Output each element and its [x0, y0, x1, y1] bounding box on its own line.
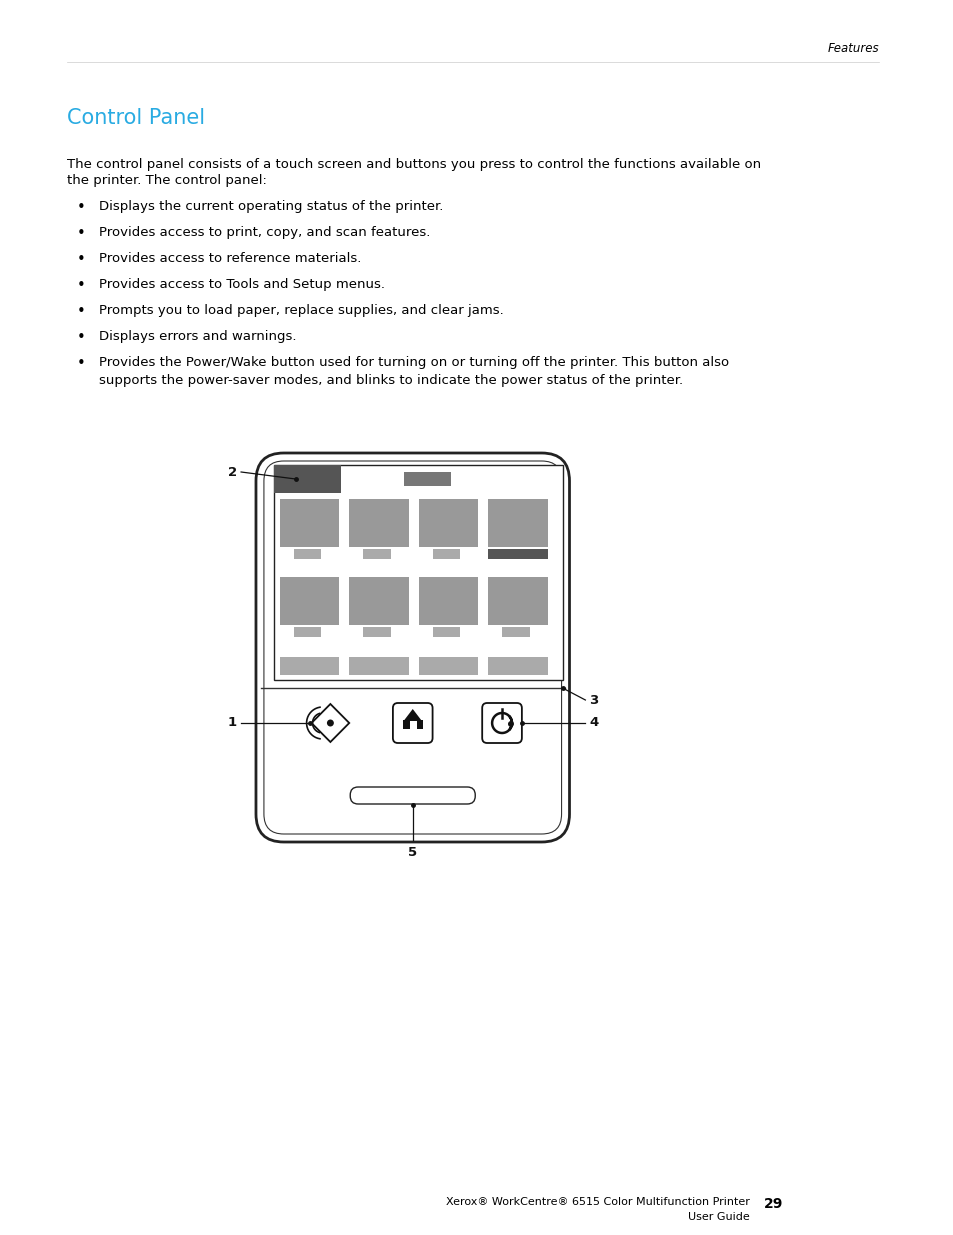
Bar — [279, 499, 339, 547]
Text: Displays the current operating status of the printer.: Displays the current operating status of… — [99, 200, 443, 212]
Bar — [349, 577, 408, 625]
Bar — [294, 627, 321, 637]
Bar — [488, 499, 547, 547]
Bar — [418, 577, 477, 625]
Text: Features: Features — [826, 42, 878, 54]
Bar — [403, 472, 451, 487]
Polygon shape — [402, 709, 422, 722]
Bar — [349, 499, 408, 547]
Bar — [279, 657, 339, 676]
Text: Provides access to print, copy, and scan features.: Provides access to print, copy, and scan… — [99, 226, 430, 240]
Text: 5: 5 — [408, 846, 416, 860]
Text: 1: 1 — [228, 716, 237, 730]
Text: Provides access to Tools and Setup menus.: Provides access to Tools and Setup menus… — [99, 278, 385, 291]
Text: •: • — [77, 304, 86, 319]
Bar — [501, 550, 529, 559]
Text: User Guide: User Guide — [688, 1212, 749, 1221]
Circle shape — [507, 721, 514, 727]
Text: •: • — [77, 226, 86, 241]
Bar — [432, 550, 460, 559]
Text: •: • — [77, 356, 86, 370]
Bar — [432, 627, 460, 637]
Bar — [363, 550, 391, 559]
Text: Provides the Power/Wake button used for turning on or turning off the printer. T: Provides the Power/Wake button used for … — [99, 356, 729, 369]
FancyBboxPatch shape — [481, 703, 521, 743]
Bar — [363, 627, 391, 637]
Bar — [349, 657, 408, 676]
Polygon shape — [312, 704, 349, 742]
Bar — [418, 499, 477, 547]
Text: the printer. The control panel:: the printer. The control panel: — [68, 174, 267, 186]
Bar — [279, 577, 339, 625]
Bar — [501, 627, 529, 637]
Text: Displays errors and warnings.: Displays errors and warnings. — [99, 330, 296, 343]
Circle shape — [327, 720, 334, 726]
Text: Prompts you to load paper, replace supplies, and clear jams.: Prompts you to load paper, replace suppl… — [99, 304, 503, 317]
Text: •: • — [77, 278, 86, 293]
Text: Provides access to reference materials.: Provides access to reference materials. — [99, 252, 361, 266]
Bar — [418, 657, 477, 676]
FancyBboxPatch shape — [255, 453, 569, 842]
Text: Control Panel: Control Panel — [68, 107, 206, 128]
Bar — [274, 466, 341, 493]
Text: •: • — [77, 330, 86, 345]
Bar — [402, 720, 422, 729]
Text: 2: 2 — [228, 466, 237, 478]
Bar — [274, 466, 562, 680]
FancyBboxPatch shape — [393, 703, 432, 743]
Text: •: • — [77, 200, 86, 215]
Text: •: • — [77, 252, 86, 267]
Text: The control panel consists of a touch screen and buttons you press to control th: The control panel consists of a touch sc… — [68, 158, 760, 170]
Bar — [488, 550, 547, 559]
FancyBboxPatch shape — [350, 787, 475, 804]
Text: 29: 29 — [763, 1197, 782, 1212]
Text: 4: 4 — [589, 716, 598, 730]
Bar — [488, 577, 547, 625]
Bar — [488, 657, 547, 676]
Text: Xerox® WorkCentre® 6515 Color Multifunction Printer: Xerox® WorkCentre® 6515 Color Multifunct… — [446, 1197, 749, 1207]
Bar — [294, 550, 321, 559]
Text: 3: 3 — [589, 694, 598, 706]
Text: supports the power-saver modes, and blinks to indicate the power status of the p: supports the power-saver modes, and blin… — [99, 374, 682, 387]
Bar — [410, 721, 416, 729]
